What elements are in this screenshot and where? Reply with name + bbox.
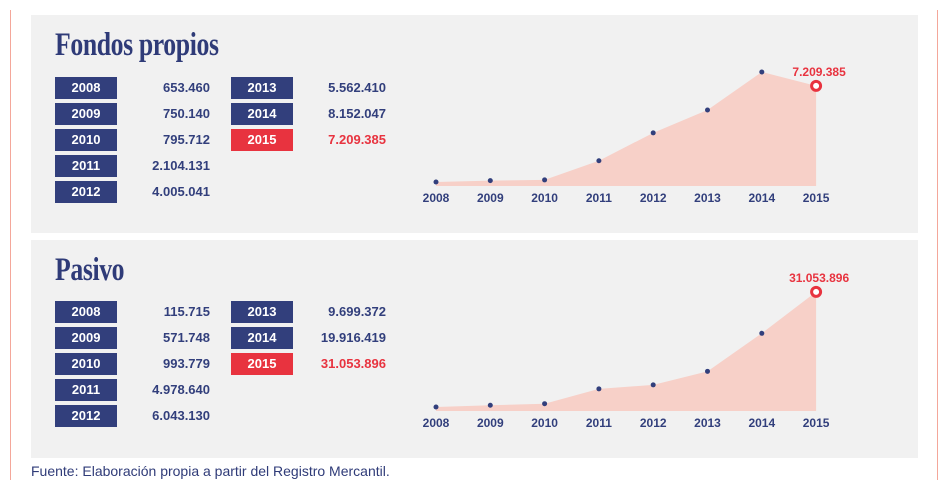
panel-fondos-propios: Fondos propios 2008 653.460 2009 750.140 201… — [31, 15, 918, 233]
year-label: 2012 — [55, 405, 117, 427]
x-tick-label: 2015 — [803, 416, 830, 430]
data-point — [596, 386, 602, 392]
year-value: 4.005.041 — [152, 184, 210, 199]
year-label: 2010 — [55, 129, 117, 151]
panel-pasivo: Pasivo 2008 115.715 2009 571.748 2010 993.779… — [31, 240, 918, 458]
year-label: 2013 — [231, 77, 293, 99]
year-value: 7.209.385 — [328, 132, 386, 147]
x-tick-label: 2010 — [531, 191, 558, 205]
data-point — [650, 130, 656, 136]
data-point — [759, 69, 765, 75]
x-tick-label: 2014 — [748, 416, 775, 430]
year-label: 2009 — [55, 103, 117, 125]
data-point — [542, 401, 548, 407]
year-value: 4.978.640 — [152, 382, 210, 397]
year-label: 2014 — [231, 327, 293, 349]
year-label: 2008 — [55, 77, 117, 99]
year-label: 2015 — [231, 353, 293, 375]
data-point — [705, 107, 710, 113]
data-point — [433, 404, 439, 410]
left-rule — [10, 10, 11, 480]
year-value: 8.152.047 — [328, 106, 386, 121]
x-tick-label: 2011 — [586, 416, 612, 430]
panel-title: Pasivo — [55, 252, 125, 288]
data-point — [542, 177, 548, 183]
year-value: 571.748 — [163, 330, 210, 345]
year-label: 2010 — [55, 353, 117, 375]
year-value: 19.916.419 — [320, 330, 386, 345]
x-tick-label: 2011 — [586, 191, 612, 205]
year-value: 6.043.130 — [152, 408, 210, 423]
x-tick-label: 2009 — [477, 191, 504, 205]
data-point — [433, 179, 439, 185]
x-tick-label: 2010 — [531, 416, 558, 430]
data-point — [705, 368, 710, 374]
year-value: 2.104.131 — [152, 158, 210, 173]
year-value: 5.562.410 — [328, 80, 386, 95]
panel-title: Fondos propios — [55, 27, 219, 63]
area-fill — [436, 291, 817, 411]
year-value: 750.140 — [163, 106, 210, 121]
year-label: 2012 — [55, 181, 117, 203]
data-point — [810, 79, 823, 92]
data-point — [596, 158, 602, 164]
year-value: 31.053.896 — [320, 356, 386, 371]
year-value: 993.779 — [163, 356, 210, 371]
year-label: 2014 — [231, 103, 293, 125]
right-rule — [937, 10, 938, 480]
year-value: 795.712 — [163, 132, 210, 147]
data-label: 7.209.385 — [792, 65, 846, 79]
data-point — [487, 402, 493, 408]
x-tick-label: 2008 — [423, 416, 450, 430]
year-label: 2015 — [231, 129, 293, 151]
year-label: 2013 — [231, 301, 293, 323]
x-tick-label: 2013 — [694, 416, 721, 430]
year-label: 2011 — [55, 155, 117, 177]
year-value: 9.699.372 — [328, 304, 386, 319]
x-tick-label: 2012 — [640, 191, 667, 205]
year-label: 2011 — [55, 379, 117, 401]
data-point — [487, 178, 493, 184]
data-point — [759, 330, 765, 336]
year-value: 115.715 — [163, 304, 210, 319]
x-tick-label: 2009 — [477, 416, 504, 430]
x-tick-label: 2012 — [640, 416, 667, 430]
data-label: 31.053.896 — [789, 271, 849, 285]
year-label: 2008 — [55, 301, 117, 323]
x-tick-label: 2008 — [423, 191, 450, 205]
x-tick-label: 2015 — [803, 191, 830, 205]
area-chart: 2008 2009 2010 2011 2012 2013 2014 2015 31.053.8… — [423, 271, 850, 430]
year-value: 653.460 — [163, 80, 210, 95]
data-point — [650, 382, 656, 388]
data-point — [810, 285, 823, 298]
year-label: 2009 — [55, 327, 117, 349]
area-chart: 2008 2009 2010 2011 2012 2013 2014 2015 7.209.38… — [423, 65, 846, 205]
x-tick-label: 2013 — [694, 191, 721, 205]
source-note: Fuente: Elaboración propia a partir del … — [31, 463, 390, 479]
x-tick-label: 2014 — [748, 191, 775, 205]
area-fill — [436, 72, 817, 186]
